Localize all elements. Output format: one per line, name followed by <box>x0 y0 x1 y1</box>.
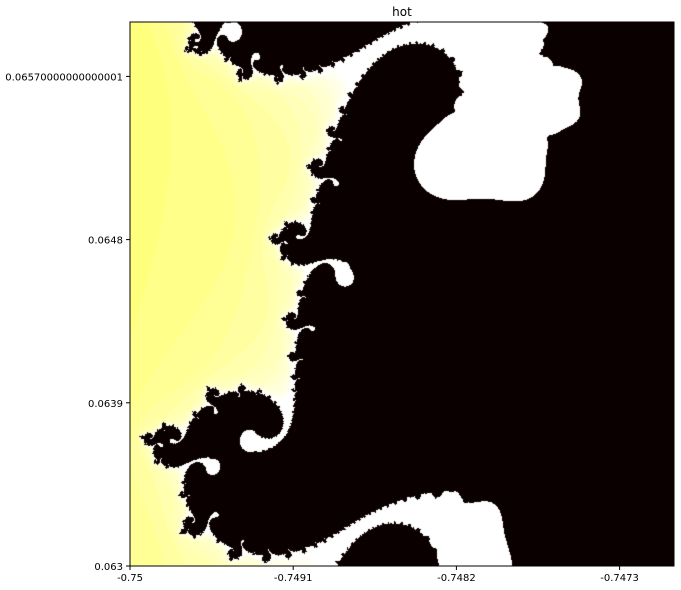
mandelbrot-heatmap <box>130 22 674 566</box>
y-tick-label: 0.06570000000000001 <box>5 72 123 83</box>
x-tick-label: -0.7482 <box>437 573 476 584</box>
heatmap-image-wrapper <box>130 22 674 566</box>
x-axis: -0.75 -0.7491 -0.7482 -0.7473 <box>117 566 639 584</box>
chart-title: hot <box>392 5 412 19</box>
plot-area <box>129 21 675 567</box>
x-tick-label: -0.75 <box>117 573 143 584</box>
plot-frame <box>129 21 675 567</box>
y-tick-label: 0.0648 <box>88 236 123 247</box>
x-tick-label: -0.7473 <box>600 573 639 584</box>
y-tick-label: 0.063 <box>94 562 123 573</box>
y-tick-label: 0.0639 <box>88 399 123 410</box>
x-tick-label: -0.7491 <box>274 573 313 584</box>
y-axis: 0.063 0.0639 0.0648 0.06570000000000001 <box>5 72 130 573</box>
